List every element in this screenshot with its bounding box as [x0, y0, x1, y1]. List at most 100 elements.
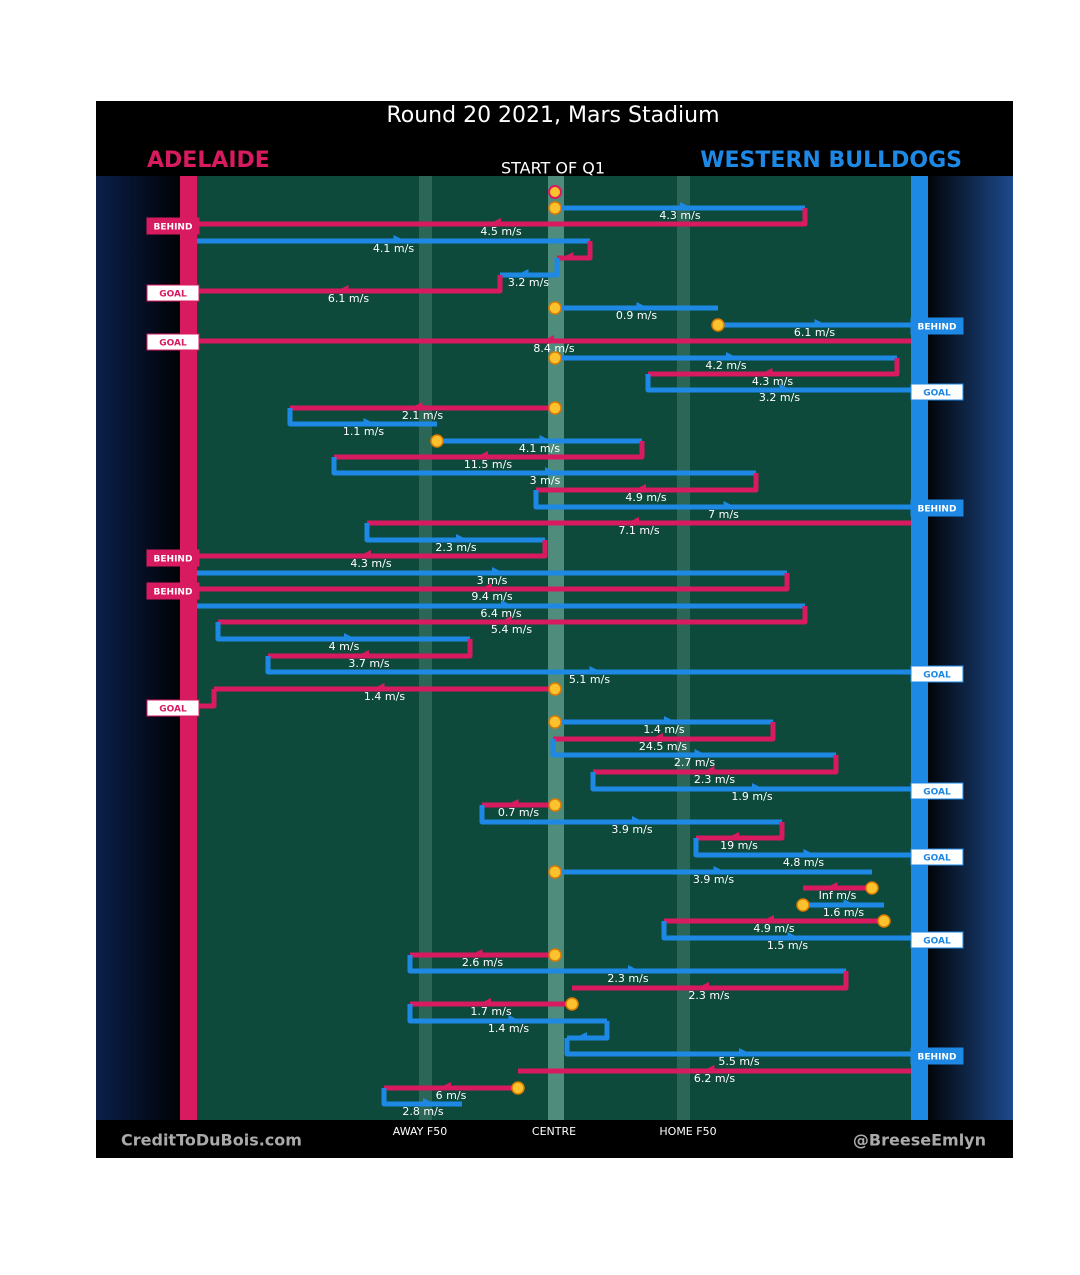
credit: CreditToDuBois.com — [121, 1131, 302, 1150]
arrowhead — [423, 1098, 435, 1106]
speed-label: Inf m/s — [819, 889, 857, 902]
kick-path — [533, 490, 911, 510]
speed-label: 5.1 m/s — [569, 673, 610, 686]
arrowhead — [479, 998, 491, 1006]
outcome-box — [910, 317, 964, 335]
speed-label: 4.3 m/s — [350, 557, 391, 570]
possession-dot — [548, 715, 562, 729]
kick-path — [287, 408, 437, 427]
home-goal-line — [911, 176, 928, 1120]
arrowhead — [575, 1032, 587, 1040]
kick-path — [645, 374, 911, 393]
kick-path — [553, 722, 776, 742]
outcome-label: GOAL — [159, 290, 187, 300]
speed-label: 1.4 m/s — [643, 723, 684, 736]
outcome-label: BEHIND — [918, 1053, 957, 1063]
kick-path — [648, 358, 900, 377]
speed-label: 4.9 m/s — [753, 922, 794, 935]
kick-path — [572, 971, 849, 991]
outcome-label: GOAL — [923, 854, 951, 864]
arrowhead — [336, 285, 349, 293]
speed-label: 7 m/s — [708, 508, 739, 521]
field-label: AWAY F50 — [393, 1125, 447, 1138]
speed-label: 4.5 m/s — [480, 225, 521, 238]
speed-label: 3 m/s — [477, 574, 508, 587]
outcome-label: GOAL — [923, 389, 951, 399]
speed-label: 7.1 m/s — [618, 524, 659, 537]
speed-label: 3.2 m/s — [508, 276, 549, 289]
kick-path — [334, 441, 645, 460]
speed-label: 2.7 m/s — [674, 756, 715, 769]
arrowhead — [814, 319, 827, 327]
outcome-box — [146, 217, 200, 235]
speed-label: 3.2 m/s — [759, 391, 800, 404]
speed-label: 4.1 m/s — [519, 442, 560, 455]
possession-dot — [548, 865, 562, 879]
outcome-label: BEHIND — [154, 588, 193, 598]
arrowhead — [589, 666, 602, 674]
speed-label: 2.3 m/s — [607, 972, 648, 985]
arrowhead — [501, 600, 513, 608]
kick-path — [593, 755, 839, 775]
arrowhead — [680, 202, 692, 210]
arrowhead — [727, 832, 739, 840]
arrowhead — [499, 616, 512, 624]
arrowhead — [843, 899, 856, 907]
speed-label: 9.4 m/s — [471, 590, 512, 603]
kick-path — [696, 822, 785, 841]
outcome-label: GOAL — [159, 705, 187, 715]
possession-dot — [548, 682, 562, 696]
possession-dot — [565, 997, 579, 1011]
outcome-label: BEHIND — [154, 223, 193, 233]
arrowhead — [702, 1065, 715, 1073]
kick-path — [364, 523, 545, 543]
field-label: HOME F50 — [659, 1125, 716, 1138]
arrowhead — [760, 368, 773, 376]
arrowhead — [508, 1015, 521, 1023]
arrowhead — [359, 550, 371, 558]
speed-label: 4 m/s — [329, 640, 360, 653]
arrowhead — [439, 1082, 451, 1090]
outcome-box — [910, 1047, 964, 1065]
possession-dot — [511, 1081, 525, 1095]
speed-label: 2.6 m/s — [462, 956, 503, 969]
arrowhead — [456, 534, 468, 542]
possession-dot — [548, 401, 562, 415]
kick-path — [331, 457, 756, 476]
chains: 4.3 m/s 4.5 m/s 4.1 m/s 3.2 m/s 6.1 m/s 0.9 m… — [146, 185, 964, 1118]
outcome-box — [910, 782, 964, 800]
credit: @BreeseEmlyn — [853, 1131, 986, 1150]
speed-label: 5.4 m/s — [491, 623, 532, 636]
speed-label: 3 m/s — [530, 474, 561, 487]
arrowhead — [787, 932, 800, 940]
outcome-box — [910, 665, 964, 683]
outcome-label: BEHIND — [918, 505, 957, 515]
outcome-box — [910, 383, 964, 401]
arrowhead — [561, 252, 574, 260]
possession-dot — [548, 798, 562, 812]
speed-label: 1.1 m/s — [343, 425, 384, 438]
arrowhead — [694, 749, 707, 757]
arrowhead — [410, 402, 423, 410]
arrowhead — [825, 882, 838, 890]
arrowhead — [636, 302, 649, 310]
speed-label: 4.8 m/s — [783, 856, 824, 869]
speed-label: 4.1 m/s — [373, 242, 414, 255]
outcome-label: GOAL — [923, 937, 951, 947]
away-f50-line — [419, 176, 432, 1120]
arrowhead — [545, 467, 557, 475]
speed-label: 2.8 m/s — [402, 1105, 443, 1118]
arrowhead — [363, 418, 376, 426]
kick-path — [479, 805, 782, 825]
speed-label: 1.7 m/s — [470, 1005, 511, 1018]
arrowhead — [506, 799, 519, 807]
arrowhead — [628, 965, 640, 973]
kick-path — [197, 208, 808, 227]
kick-path — [381, 1088, 462, 1107]
outcome-box — [146, 333, 200, 351]
arrowhead — [752, 783, 764, 791]
arrowhead — [713, 866, 726, 874]
speed-label: 3.9 m/s — [611, 823, 652, 836]
side-left — [96, 176, 186, 1120]
speed-label: 1.4 m/s — [488, 1022, 529, 1035]
